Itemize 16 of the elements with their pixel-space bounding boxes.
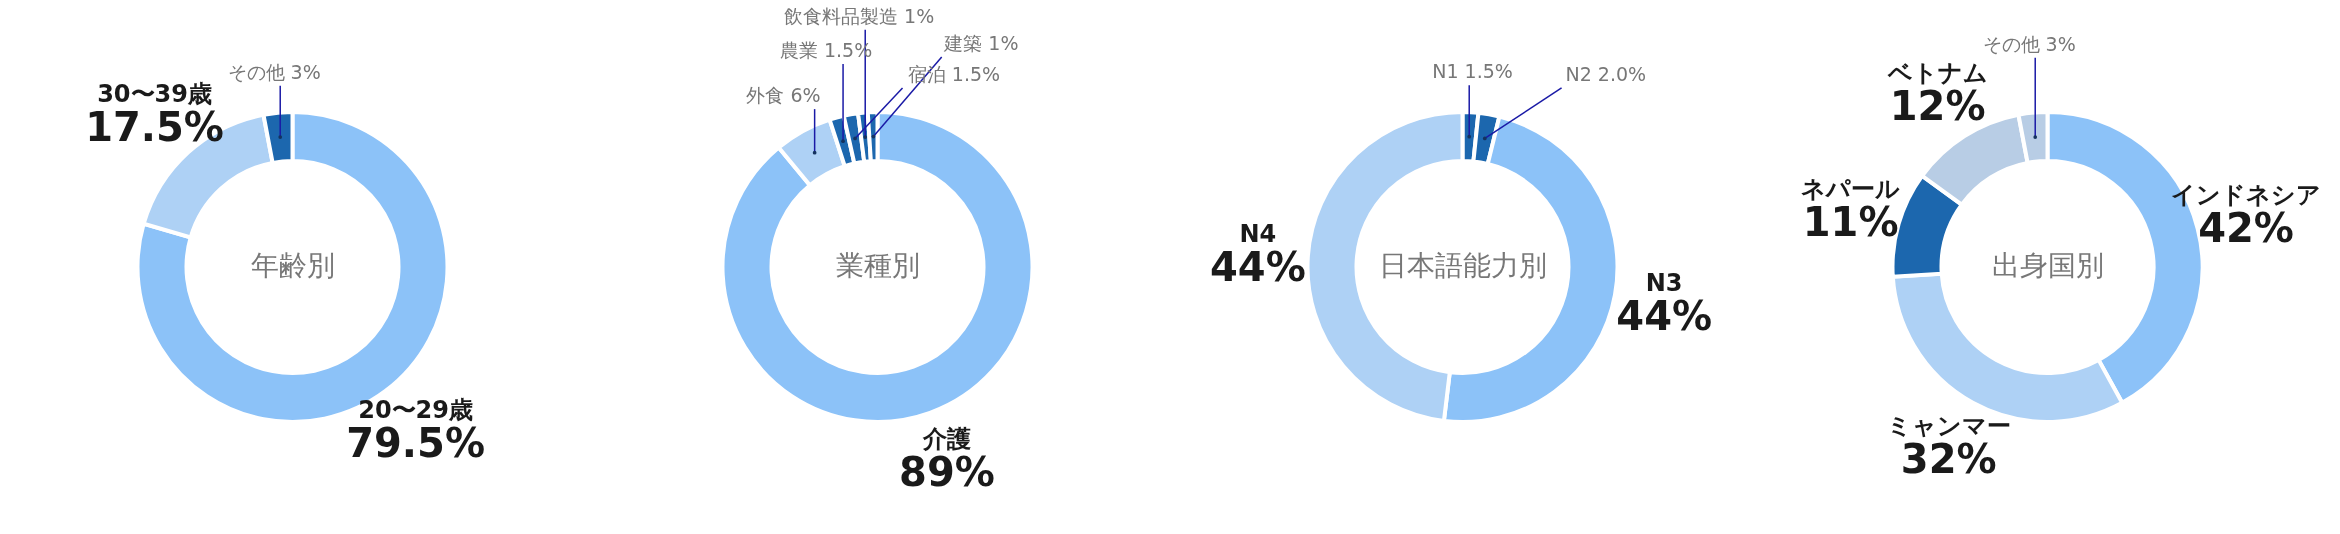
- slice-label: 外食 6%: [746, 84, 821, 107]
- slice-label: 建築 1%: [943, 32, 1019, 55]
- text: 年齢別: [250, 249, 335, 282]
- slice-label: 20〜29歳: [358, 395, 473, 424]
- text: 出身国別: [1991, 249, 2104, 282]
- slice-label: N1 1.5%: [1432, 60, 1513, 83]
- slice-label: ミャンマー: [1886, 411, 2011, 440]
- slice-label: その他 3%: [227, 60, 321, 83]
- slice-label: N2 2.0%: [1565, 62, 1647, 85]
- slice-label: ネパール: [1801, 174, 1901, 203]
- slice-label: 宿泊 1.5%: [907, 62, 1001, 85]
- slice-label: その他 3%: [1982, 32, 2076, 55]
- slice-label: 飲食料品製造 1%: [784, 4, 935, 27]
- text: 業種別: [835, 249, 920, 282]
- text: 日本語能力別: [1378, 249, 1547, 282]
- slice-label: インドネシア: [2171, 181, 2322, 210]
